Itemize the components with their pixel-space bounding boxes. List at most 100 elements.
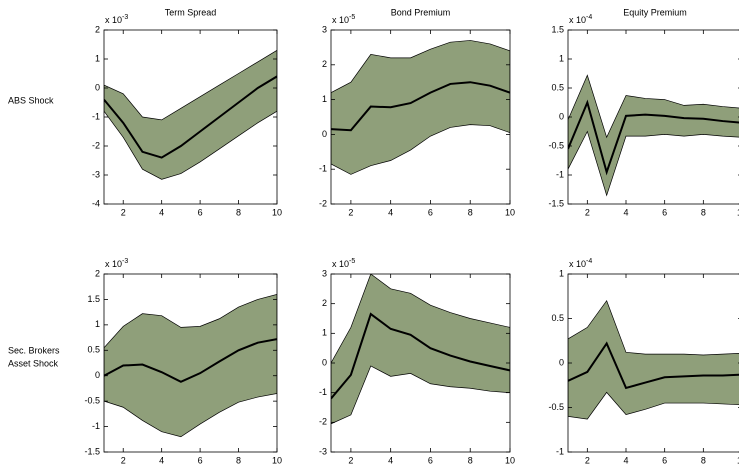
y-tick-label: 1	[559, 268, 564, 278]
x-tick-label: 6	[662, 455, 667, 465]
row-label: Asset Shock	[8, 358, 59, 368]
y-tick-label: -3	[92, 169, 100, 179]
scale-label: x 10-5	[332, 258, 355, 270]
scale-exponent: -5	[349, 258, 355, 265]
response-line	[104, 338, 277, 383]
y-tick-label: -4	[92, 198, 100, 208]
y-tick-label: -2	[319, 417, 327, 427]
scale-base: x 10	[105, 259, 122, 269]
x-tick-label: 4	[159, 455, 164, 465]
response-line	[104, 75, 277, 159]
x-tick-label: 2	[348, 207, 353, 217]
x-tick-label: 4	[623, 207, 628, 217]
confidence-band	[568, 74, 739, 197]
x-tick-label: 8	[236, 455, 241, 465]
y-tick-label: -0.5	[84, 396, 100, 406]
row-label: ABS Shock	[8, 95, 54, 105]
axes-box	[103, 273, 278, 453]
response-line	[568, 341, 739, 390]
plot-area	[568, 299, 739, 420]
y-tick-label: 1	[95, 319, 100, 329]
scale-exponent: -4	[586, 14, 592, 21]
x-tick-label: 10	[272, 455, 282, 465]
plot-area	[331, 40, 510, 175]
scale-exponent: -3	[122, 14, 128, 21]
plot-area	[104, 49, 277, 180]
x-tick-label: 4	[388, 207, 393, 217]
x-tick-label: 8	[236, 207, 241, 217]
y-tick-label: 2	[322, 59, 327, 69]
x-tick-label: 2	[585, 207, 590, 217]
y-tick-label: -1	[319, 164, 327, 174]
x-tick-label: 6	[198, 455, 203, 465]
axes-box	[330, 29, 511, 205]
y-tick-label: 2	[95, 268, 100, 278]
y-tick-label: -1	[556, 169, 564, 179]
response-line	[331, 312, 510, 400]
scale-base: x 10	[332, 259, 349, 269]
response-line	[331, 81, 510, 132]
y-tick-label: -1	[319, 387, 327, 397]
y-tick-label: 0	[559, 111, 564, 121]
y-tick-label: 3	[322, 24, 327, 34]
y-tick-label: 1	[322, 328, 327, 338]
y-tick-label: 1	[559, 53, 564, 63]
y-tick-label: 0	[95, 82, 100, 92]
y-tick-label: 1	[95, 53, 100, 63]
x-tick-label: 2	[121, 207, 126, 217]
x-tick-label: 2	[585, 455, 590, 465]
y-tick-label: 1.5	[551, 24, 564, 34]
x-tick-label: 10	[505, 455, 515, 465]
scale-exponent: -4	[586, 258, 592, 265]
x-tick-label: 6	[428, 207, 433, 217]
y-tick-label: -3	[319, 446, 327, 456]
confidence-band	[104, 49, 277, 180]
x-tick-label: 10	[737, 455, 739, 465]
confidence-band	[104, 293, 277, 438]
y-tick-label: 0	[322, 129, 327, 139]
scale-label: x 10-3	[105, 14, 128, 26]
x-tick-label: 4	[623, 455, 628, 465]
y-tick-label: 0.5	[87, 345, 100, 355]
scale-label: x 10-5	[332, 14, 355, 26]
y-tick-label: 0	[95, 370, 100, 380]
y-tick-label: -1	[92, 421, 100, 431]
y-tick-label: 1.5	[87, 294, 100, 304]
y-tick-label: -0.5	[548, 402, 564, 412]
confidence-band	[331, 40, 510, 175]
scale-base: x 10	[105, 15, 122, 25]
y-tick-label: 0	[559, 357, 564, 367]
y-tick-label: -1	[92, 111, 100, 121]
x-tick-label: 6	[662, 207, 667, 217]
confidence-band	[568, 299, 739, 420]
x-tick-label: 8	[468, 455, 473, 465]
panel-title: Term Spread	[165, 7, 217, 17]
x-tick-label: 2	[348, 455, 353, 465]
plot-area	[331, 274, 510, 425]
y-tick-label: 1	[322, 94, 327, 104]
x-tick-label: 6	[428, 455, 433, 465]
x-tick-label: 8	[468, 207, 473, 217]
y-tick-label: -1.5	[84, 446, 100, 456]
y-tick-label: -2	[319, 198, 327, 208]
panel-title: Equity Premium	[623, 7, 687, 17]
scale-label: x 10-4	[569, 14, 592, 26]
y-tick-label: 3	[322, 268, 327, 278]
y-tick-label: 0.5	[551, 313, 564, 323]
scale-base: x 10	[569, 15, 586, 25]
scale-label: x 10-4	[569, 258, 592, 270]
confidence-band	[331, 274, 510, 425]
y-tick-label: 2	[322, 298, 327, 308]
scale-base: x 10	[569, 259, 586, 269]
x-tick-label: 10	[505, 207, 515, 217]
y-tick-label: 2	[95, 24, 100, 34]
x-tick-label: 10	[272, 207, 282, 217]
plot-area	[104, 293, 277, 438]
scale-base: x 10	[332, 15, 349, 25]
x-tick-label: 8	[701, 455, 706, 465]
panel-title: Bond Premium	[391, 7, 451, 17]
x-tick-label: 4	[159, 207, 164, 217]
x-tick-label: 8	[701, 207, 706, 217]
